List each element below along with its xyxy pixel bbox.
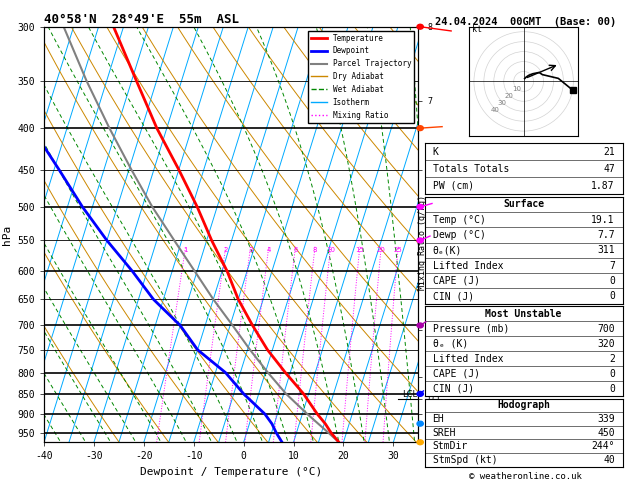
Text: 24.04.2024  00GMT  (Base: 00): 24.04.2024 00GMT (Base: 00) [435, 17, 616, 27]
Text: θₑ (K): θₑ (K) [433, 339, 468, 348]
Text: 1.87: 1.87 [591, 181, 615, 191]
Text: StmSpd (kt): StmSpd (kt) [433, 455, 497, 465]
Text: 2: 2 [609, 354, 615, 364]
Text: SREH: SREH [433, 428, 456, 437]
Text: CIN (J): CIN (J) [433, 291, 474, 301]
Text: K: K [433, 147, 438, 157]
Text: LCL: LCL [402, 390, 417, 399]
Text: 20: 20 [377, 247, 386, 253]
Legend: Temperature, Dewpoint, Parcel Trajectory, Dry Adiabat, Wet Adiabat, Isotherm, Mi: Temperature, Dewpoint, Parcel Trajectory… [308, 31, 415, 122]
Text: 339: 339 [597, 414, 615, 424]
Text: 700: 700 [597, 324, 615, 334]
Text: 244°: 244° [591, 441, 615, 451]
Text: CAPE (J): CAPE (J) [433, 276, 479, 286]
Text: 0: 0 [609, 276, 615, 286]
Text: 6: 6 [293, 247, 298, 253]
Text: 47: 47 [603, 164, 615, 174]
Text: PW (cm): PW (cm) [433, 181, 474, 191]
Text: Dewp (°C): Dewp (°C) [433, 230, 486, 240]
Text: CIN (J): CIN (J) [433, 383, 474, 394]
Text: Temp (°C): Temp (°C) [433, 215, 486, 225]
Text: 25: 25 [394, 247, 403, 253]
Text: 311: 311 [597, 245, 615, 255]
Text: θₑ(K): θₑ(K) [433, 245, 462, 255]
Text: 7: 7 [609, 260, 615, 271]
Text: 3: 3 [248, 247, 253, 253]
Text: 320: 320 [597, 339, 615, 348]
Text: Totals Totals: Totals Totals [433, 164, 509, 174]
X-axis label: Dewpoint / Temperature (°C): Dewpoint / Temperature (°C) [140, 467, 322, 477]
Text: 450: 450 [597, 428, 615, 437]
Text: 40: 40 [491, 107, 499, 113]
Text: 10: 10 [326, 247, 335, 253]
Text: 0: 0 [609, 291, 615, 301]
Text: 20: 20 [505, 93, 514, 99]
Text: 15: 15 [355, 247, 364, 253]
Text: EH: EH [433, 414, 444, 424]
Text: 30: 30 [498, 100, 507, 106]
Text: Most Unstable: Most Unstable [486, 309, 562, 319]
Text: © weatheronline.co.uk: © weatheronline.co.uk [469, 472, 582, 481]
Text: Mixing Ratio (g/kg): Mixing Ratio (g/kg) [418, 195, 427, 291]
Y-axis label: hPa: hPa [2, 225, 12, 244]
Text: Hodograph: Hodograph [497, 400, 550, 410]
Text: Surface: Surface [503, 199, 544, 209]
Text: 40: 40 [603, 455, 615, 465]
Text: StmDir: StmDir [433, 441, 468, 451]
Text: 2: 2 [223, 247, 228, 253]
Text: 40°58'N  28°49'E  55m  ASL: 40°58'N 28°49'E 55m ASL [44, 13, 239, 26]
Text: 8: 8 [313, 247, 317, 253]
Text: Lifted Index: Lifted Index [433, 354, 503, 364]
Text: 1: 1 [183, 247, 188, 253]
Text: kt: kt [472, 25, 482, 34]
Text: 10: 10 [512, 86, 521, 91]
Text: 19.1: 19.1 [591, 215, 615, 225]
Text: 0: 0 [609, 383, 615, 394]
Text: CAPE (J): CAPE (J) [433, 368, 479, 379]
Text: 4: 4 [267, 247, 271, 253]
Text: Pressure (mb): Pressure (mb) [433, 324, 509, 334]
Text: 0: 0 [609, 368, 615, 379]
Text: 21: 21 [603, 147, 615, 157]
Y-axis label: km
ASL: km ASL [448, 226, 469, 243]
Text: 7.7: 7.7 [597, 230, 615, 240]
Text: Lifted Index: Lifted Index [433, 260, 503, 271]
